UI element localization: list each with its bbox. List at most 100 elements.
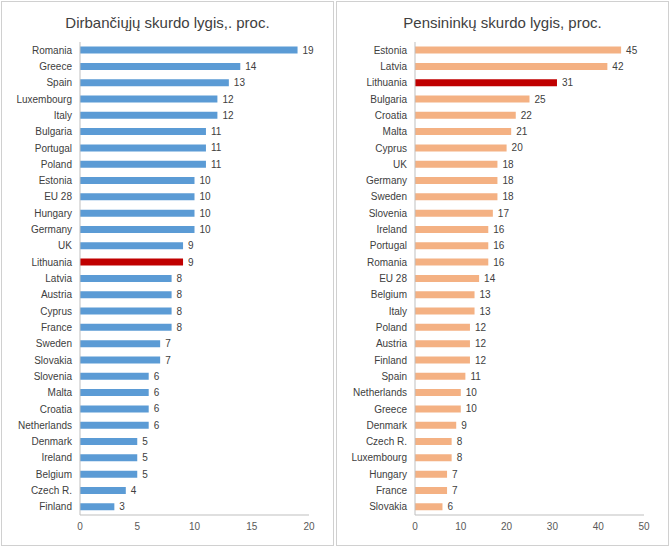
svg-text:UK: UK xyxy=(393,159,407,170)
svg-text:6: 6 xyxy=(154,403,160,414)
svg-text:Sweden: Sweden xyxy=(371,191,407,202)
svg-text:Lithuania: Lithuania xyxy=(366,77,407,88)
svg-text:8: 8 xyxy=(177,273,183,284)
svg-text:Sweden: Sweden xyxy=(36,338,72,349)
svg-text:18: 18 xyxy=(502,159,514,170)
svg-text:Italy: Italy xyxy=(54,110,72,121)
svg-text:Estonia: Estonia xyxy=(39,175,73,186)
svg-text:11: 11 xyxy=(211,142,222,153)
svg-text:7: 7 xyxy=(452,469,458,480)
svg-text:Romania: Romania xyxy=(32,45,72,56)
svg-text:11: 11 xyxy=(211,126,222,137)
svg-text:50: 50 xyxy=(638,521,650,532)
svg-text:30: 30 xyxy=(547,521,559,532)
svg-text:8: 8 xyxy=(177,306,183,317)
svg-text:19: 19 xyxy=(303,45,315,56)
svg-text:12: 12 xyxy=(222,94,234,105)
svg-text:16: 16 xyxy=(493,224,505,235)
svg-text:Czech R.: Czech R. xyxy=(31,485,72,496)
svg-text:Netherlands: Netherlands xyxy=(353,387,407,398)
svg-text:Latvia: Latvia xyxy=(45,273,72,284)
svg-text:3: 3 xyxy=(119,501,125,512)
svg-text:8: 8 xyxy=(177,289,183,300)
svg-text:Cyprus: Cyprus xyxy=(40,306,72,317)
svg-text:Slovenia: Slovenia xyxy=(34,371,73,382)
svg-text:6: 6 xyxy=(154,420,160,431)
svg-text:7: 7 xyxy=(165,355,171,366)
svg-text:UK: UK xyxy=(58,240,72,251)
svg-text:9: 9 xyxy=(461,420,467,431)
svg-text:Latvia: Latvia xyxy=(380,61,407,72)
svg-text:Malta: Malta xyxy=(48,387,73,398)
svg-text:10: 10 xyxy=(200,224,212,235)
svg-text:Finland: Finland xyxy=(39,501,72,512)
svg-text:25: 25 xyxy=(535,94,547,105)
svg-text:6: 6 xyxy=(154,387,160,398)
svg-text:EU 28: EU 28 xyxy=(379,273,407,284)
svg-text:Malta: Malta xyxy=(383,126,408,137)
svg-text:Croatia: Croatia xyxy=(40,404,73,415)
svg-text:8: 8 xyxy=(177,322,183,333)
svg-text:8: 8 xyxy=(457,452,463,463)
svg-text:10: 10 xyxy=(455,521,467,532)
svg-text:10: 10 xyxy=(466,403,478,414)
svg-text:Finland: Finland xyxy=(374,355,407,366)
svg-text:Poland: Poland xyxy=(376,322,407,333)
svg-text:Croatia: Croatia xyxy=(375,110,408,121)
svg-text:11: 11 xyxy=(470,371,481,382)
svg-text:Spain: Spain xyxy=(46,77,72,88)
svg-text:France: France xyxy=(376,485,408,496)
svg-text:6: 6 xyxy=(447,501,453,512)
svg-text:18: 18 xyxy=(502,191,514,202)
svg-text:31: 31 xyxy=(562,77,574,88)
svg-text:Slovenia: Slovenia xyxy=(369,208,408,219)
svg-text:10: 10 xyxy=(189,521,201,532)
svg-text:Cyprus: Cyprus xyxy=(375,143,407,154)
svg-text:10: 10 xyxy=(200,191,212,202)
svg-text:Luxembourg: Luxembourg xyxy=(351,452,407,463)
svg-text:16: 16 xyxy=(493,257,505,268)
svg-text:7: 7 xyxy=(452,485,458,496)
svg-text:Netherlands: Netherlands xyxy=(18,420,72,431)
svg-text:14: 14 xyxy=(484,273,496,284)
svg-text:40: 40 xyxy=(593,521,605,532)
svg-text:13: 13 xyxy=(480,289,492,300)
svg-text:12: 12 xyxy=(475,355,487,366)
svg-text:14: 14 xyxy=(245,61,257,72)
svg-text:5: 5 xyxy=(134,521,140,532)
svg-text:12: 12 xyxy=(475,338,487,349)
svg-text:Hungary: Hungary xyxy=(34,208,72,219)
svg-text:20: 20 xyxy=(501,521,513,532)
svg-text:21: 21 xyxy=(516,126,528,137)
svg-text:France: France xyxy=(41,322,73,333)
svg-text:45: 45 xyxy=(626,45,638,56)
svg-text:Bulgaria: Bulgaria xyxy=(370,94,407,105)
svg-text:5: 5 xyxy=(142,436,148,447)
svg-text:10: 10 xyxy=(200,208,212,219)
svg-text:Spain: Spain xyxy=(381,371,407,382)
svg-text:12: 12 xyxy=(475,322,487,333)
svg-text:22: 22 xyxy=(521,110,533,121)
svg-text:Slovakia: Slovakia xyxy=(34,355,72,366)
svg-text:Austria: Austria xyxy=(41,289,73,300)
svg-text:5: 5 xyxy=(142,452,148,463)
svg-text:Portugal: Portugal xyxy=(370,240,407,251)
svg-text:6: 6 xyxy=(154,371,160,382)
svg-text:Germany: Germany xyxy=(31,224,72,235)
svg-text:9: 9 xyxy=(188,240,194,251)
svg-text:Belgium: Belgium xyxy=(36,469,72,480)
svg-text:Poland: Poland xyxy=(41,159,72,170)
svg-text:Czech R.: Czech R. xyxy=(366,436,407,447)
svg-text:42: 42 xyxy=(612,61,624,72)
svg-text:Denmark: Denmark xyxy=(366,420,408,431)
svg-text:17: 17 xyxy=(498,208,510,219)
svg-text:Austria: Austria xyxy=(376,338,408,349)
svg-text:7: 7 xyxy=(165,338,171,349)
svg-text:20: 20 xyxy=(512,142,524,153)
svg-text:15: 15 xyxy=(246,521,258,532)
svg-text:EU 28: EU 28 xyxy=(44,191,72,202)
svg-text:Luxembourg: Luxembourg xyxy=(16,94,72,105)
svg-text:4: 4 xyxy=(131,485,137,496)
svg-text:Bulgaria: Bulgaria xyxy=(35,126,72,137)
svg-text:16: 16 xyxy=(493,240,505,251)
